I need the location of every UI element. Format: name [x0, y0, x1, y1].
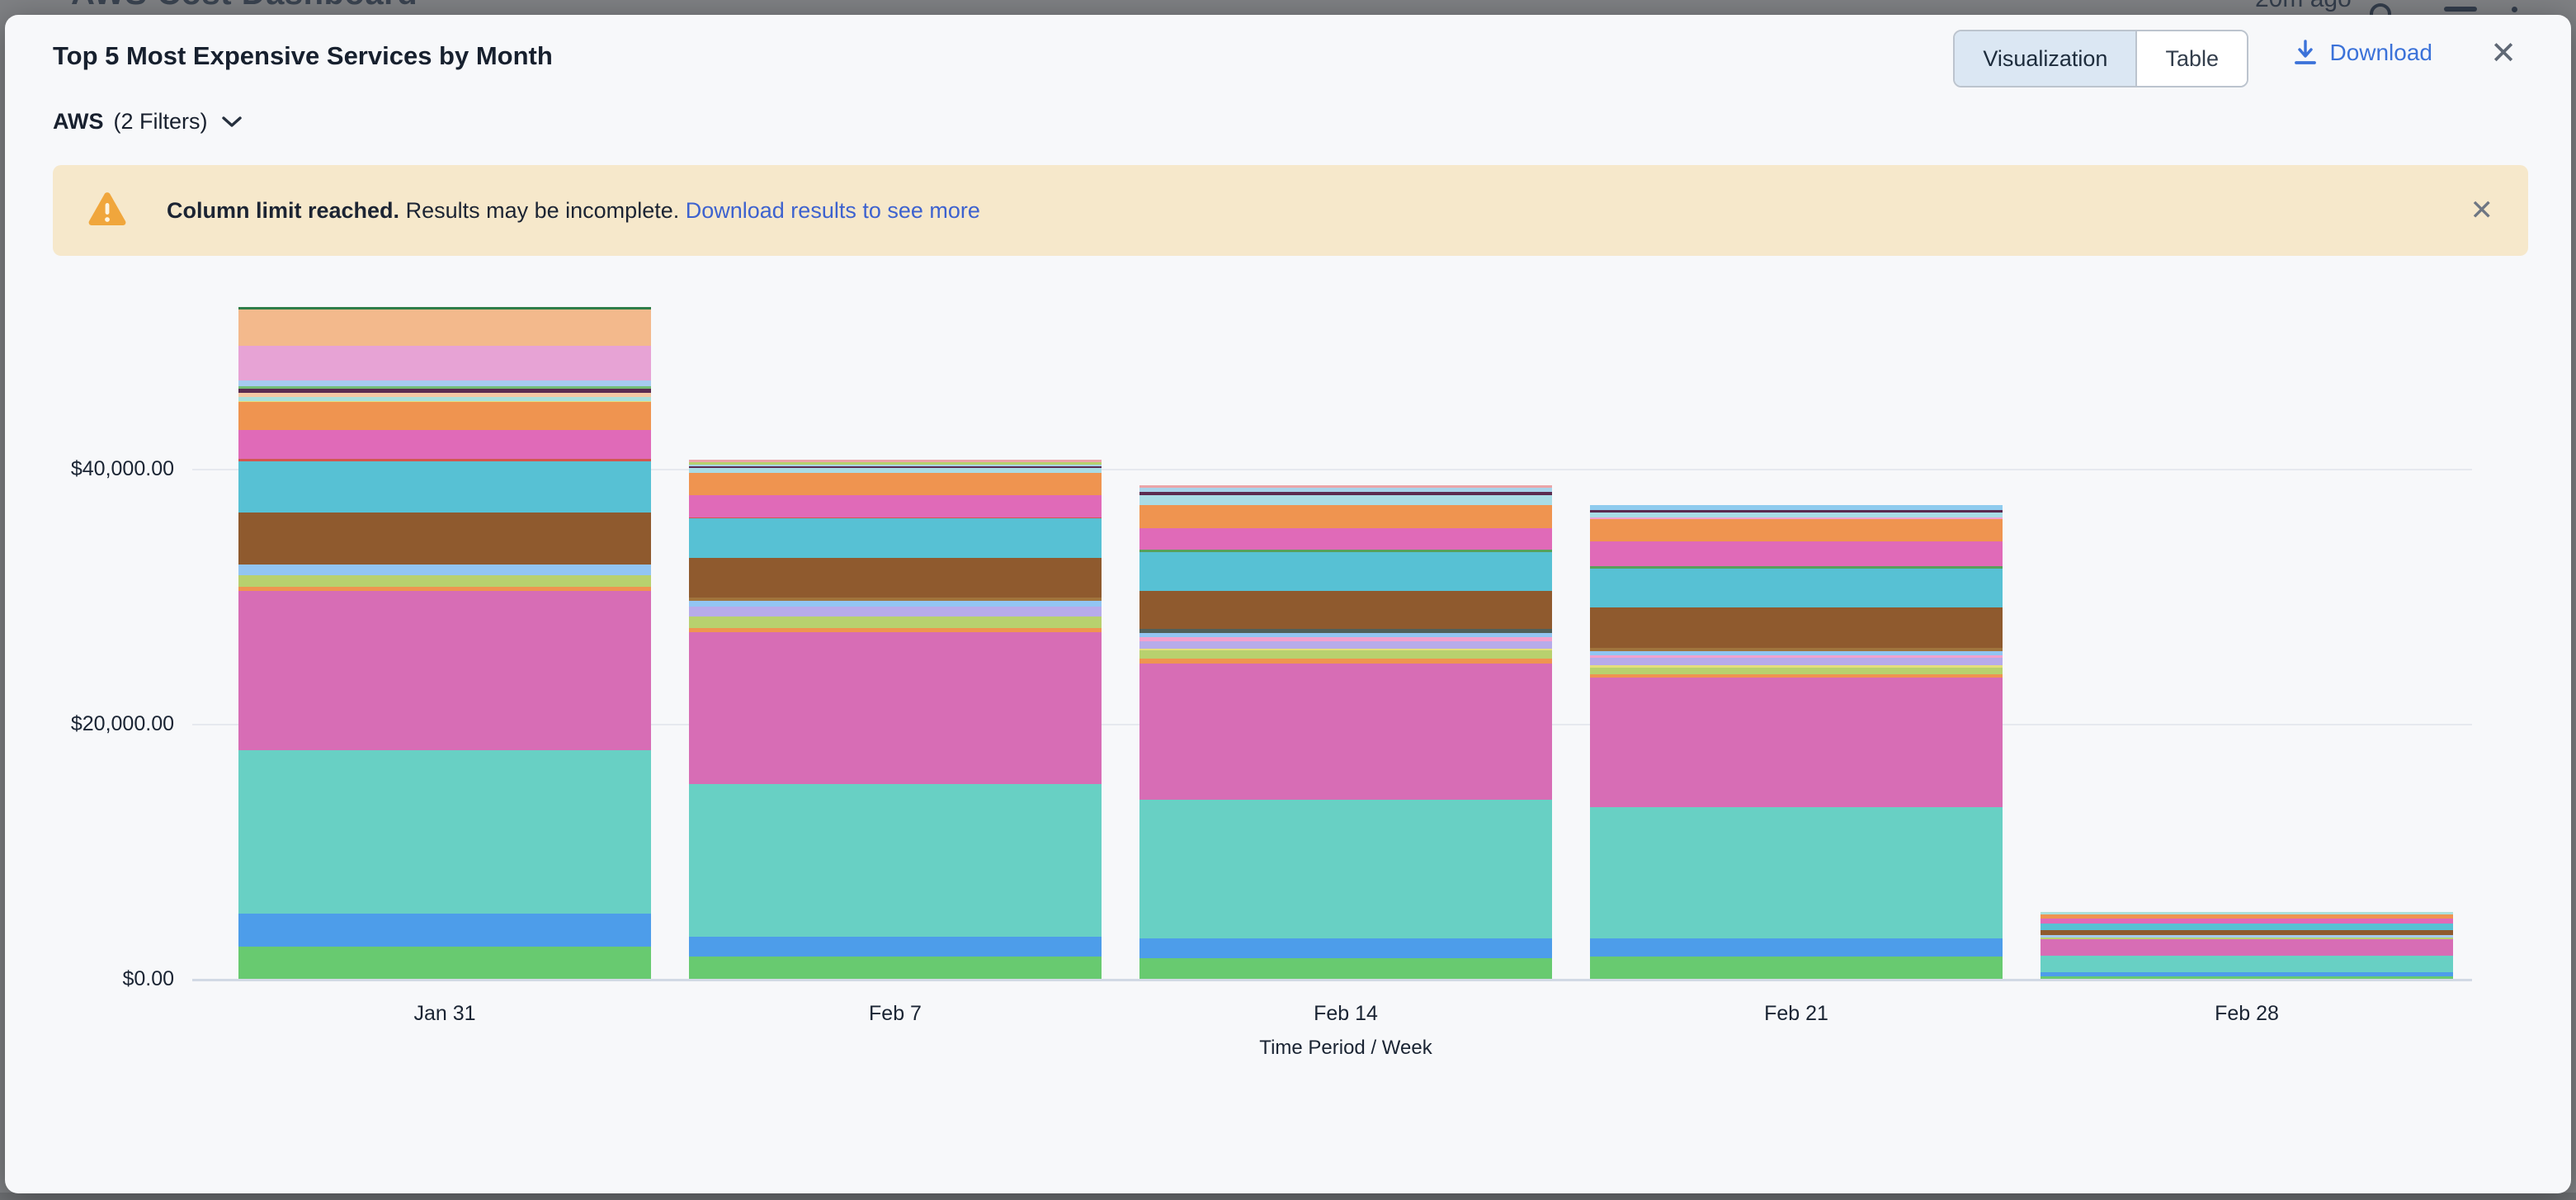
- bar-segment[interactable]: [2041, 956, 2453, 972]
- y-tick-label: $0.00: [5, 967, 174, 991]
- bar-segment[interactable]: [1590, 668, 2003, 674]
- bar-segment[interactable]: [689, 495, 1102, 517]
- tab-table[interactable]: Table: [2135, 31, 2247, 86]
- bar-segment[interactable]: [1590, 938, 2003, 957]
- download-label: Download: [2329, 40, 2432, 66]
- bar-segment[interactable]: [689, 558, 1102, 598]
- bar-segment[interactable]: [238, 309, 651, 346]
- view-toggle: Visualization Table: [1953, 30, 2248, 87]
- bar-segment[interactable]: [238, 430, 651, 459]
- bar-segment[interactable]: [1590, 541, 2003, 566]
- bar-segment[interactable]: [1139, 505, 1552, 527]
- bar-segment[interactable]: [1139, 938, 1552, 957]
- bar-segment[interactable]: [1139, 528, 1552, 550]
- bar-segment[interactable]: [1139, 641, 1552, 649]
- bar-segment[interactable]: [238, 750, 651, 914]
- bar-segment[interactable]: [1590, 957, 2003, 979]
- bar-segment[interactable]: [689, 617, 1102, 627]
- filter-dropdown[interactable]: AWS (2 Filters): [53, 109, 243, 135]
- last-updated-text: 20m ago: [2255, 0, 2352, 13]
- bar-segment[interactable]: [689, 473, 1102, 495]
- download-icon: [2293, 40, 2318, 66]
- stacked-bar-feb-14[interactable]: [1139, 485, 1552, 979]
- banner-message-bold: Column limit reached.: [167, 198, 399, 223]
- bar-segment[interactable]: [2041, 976, 2453, 979]
- close-icon[interactable]: ✕: [2490, 38, 2517, 69]
- bar-segment[interactable]: [238, 591, 651, 751]
- bar-segment[interactable]: [238, 380, 651, 386]
- x-tick-label: Feb 28: [2022, 1002, 2472, 1026]
- bar-segment[interactable]: [238, 513, 651, 565]
- bar-segment[interactable]: [2041, 939, 2453, 956]
- banner-message: Column limit reached. Results may be inc…: [167, 198, 980, 224]
- chart-modal: Top 5 Most Expensive Services by Month V…: [5, 15, 2571, 1193]
- stacked-bar-feb-21[interactable]: [1590, 505, 2003, 979]
- warning-banner: Column limit reached. Results may be inc…: [53, 165, 2528, 256]
- bar-segment[interactable]: [689, 632, 1102, 785]
- filter-count-label: (2 Filters): [114, 109, 208, 135]
- background-page-strip: AWS Cost Dashboard 20m ago: [0, 0, 2576, 15]
- bar-segment[interactable]: [238, 914, 651, 947]
- chevron-down-icon: [221, 115, 243, 130]
- bar-segment[interactable]: [1139, 552, 1552, 591]
- bar-segment[interactable]: [689, 518, 1102, 558]
- bar-segment[interactable]: [689, 937, 1102, 957]
- bar-segment[interactable]: [1139, 650, 1552, 659]
- kebab-icon: [2512, 7, 2517, 12]
- x-tick-label: Jan 31: [219, 1002, 670, 1026]
- bar-segment[interactable]: [1139, 800, 1552, 938]
- bar-segment[interactable]: [689, 607, 1102, 617]
- x-tick-label: Feb 7: [670, 1002, 1121, 1026]
- bar-segment[interactable]: [1139, 591, 1552, 630]
- x-tick-label: Feb 14: [1121, 1002, 1571, 1026]
- banner-message-regular: Results may be incomplete.: [406, 198, 686, 223]
- bar-segment[interactable]: [238, 461, 651, 513]
- bar-segment[interactable]: [238, 346, 651, 380]
- bar-segment[interactable]: [1590, 658, 2003, 665]
- bar-segment[interactable]: [689, 957, 1102, 979]
- background-page-title: AWS Cost Dashboard: [71, 0, 418, 12]
- bar-segment[interactable]: [238, 565, 651, 575]
- bar-segment[interactable]: [1590, 607, 2003, 648]
- bar-segment[interactable]: [1139, 958, 1552, 979]
- download-button[interactable]: Download: [2293, 40, 2432, 66]
- bar-segment[interactable]: [1139, 495, 1552, 505]
- banner-download-link[interactable]: Download results to see more: [686, 198, 980, 223]
- bar-segment[interactable]: [1590, 678, 2003, 807]
- stacked-bar-feb-7[interactable]: [689, 460, 1102, 979]
- x-axis-title: Time Period / Week: [219, 1037, 2472, 1060]
- bar-segment[interactable]: [689, 601, 1102, 607]
- bar-segment[interactable]: [689, 784, 1102, 937]
- stacked-bar-feb-28[interactable]: [2041, 912, 2453, 979]
- bar-segment[interactable]: [238, 947, 651, 979]
- banner-close-icon[interactable]: ✕: [2470, 196, 2494, 224]
- bar-segment[interactable]: [1139, 664, 1552, 800]
- filter-provider-label: AWS: [53, 109, 104, 135]
- bar-segment[interactable]: [238, 402, 651, 430]
- gridline: [192, 979, 2472, 981]
- bar-segment[interactable]: [2041, 924, 2453, 929]
- x-tick-label: Feb 21: [1571, 1002, 2022, 1026]
- warning-icon: [87, 191, 127, 231]
- stacked-bar-jan-31[interactable]: [238, 306, 651, 979]
- background-page-bottom-strip: [0, 1193, 2576, 1200]
- menu-icon: [2444, 7, 2477, 12]
- y-tick-label: $20,000.00: [5, 712, 174, 736]
- y-tick-label: $40,000.00: [5, 457, 174, 481]
- bar-segment[interactable]: [1590, 519, 2003, 541]
- page-title: Top 5 Most Expensive Services by Month: [53, 41, 553, 71]
- refresh-icon: [2370, 3, 2391, 15]
- bar-segment[interactable]: [1590, 807, 2003, 938]
- tab-visualization[interactable]: Visualization: [1955, 31, 2135, 86]
- bar-segment[interactable]: [238, 575, 651, 587]
- bar-segment[interactable]: [1590, 569, 2003, 607]
